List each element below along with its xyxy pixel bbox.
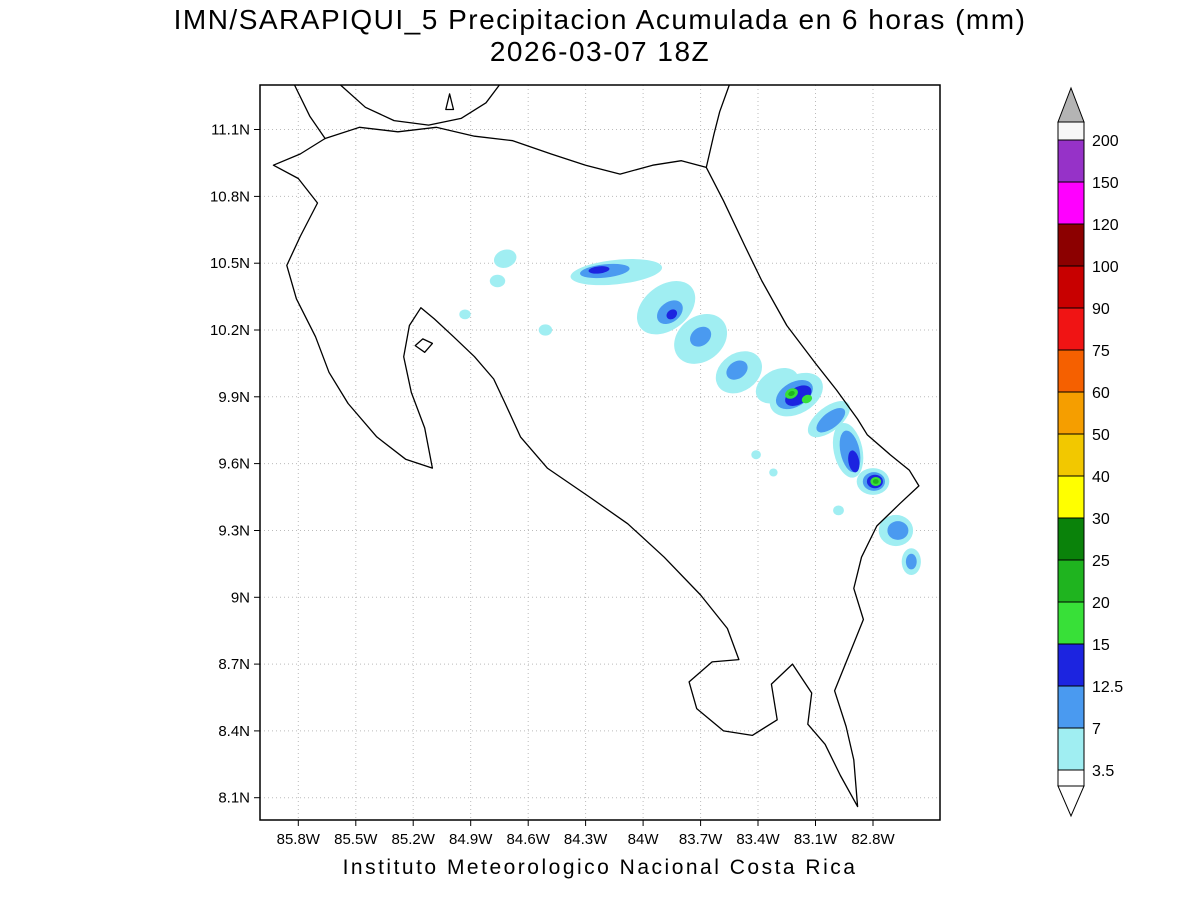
precip-blob-3.5 xyxy=(833,505,844,516)
colorbar-label: 100 xyxy=(1092,259,1119,276)
chart-title: IMN/SARAPIQUI_5 Precipitacion Acumulada … xyxy=(173,4,1027,35)
colorbar-bottom-arrow xyxy=(1057,785,1085,818)
lon-tick-label: 84.3W xyxy=(564,831,608,848)
colorbar-cell xyxy=(1057,727,1085,771)
lon-tick-label: 82.8W xyxy=(851,831,895,848)
lat-tick-label: 11.1N xyxy=(211,122,250,139)
colorbar-label: 90 xyxy=(1092,301,1110,318)
precip-blob-12.5 xyxy=(588,266,610,274)
colorbar-cell xyxy=(1057,643,1085,687)
coastline-path xyxy=(705,85,730,169)
colorbar-label: 120 xyxy=(1092,217,1119,234)
colorbar-label: 7 xyxy=(1092,721,1101,738)
colorbar-above-max-cell xyxy=(1057,121,1085,141)
colorbar-top-arrow xyxy=(1057,86,1085,123)
colorbar-label: 15 xyxy=(1092,637,1110,654)
lon-tick-label: 83.4W xyxy=(736,831,780,848)
lat-tick-label: 10.2N xyxy=(210,322,250,339)
colorbar-label: 200 xyxy=(1092,133,1119,150)
colorbar-cell xyxy=(1057,307,1085,351)
colorbar-cell xyxy=(1057,559,1085,603)
lon-tick-label: 83.1W xyxy=(794,831,838,848)
precip-blob-3.5 xyxy=(459,309,471,320)
coastline-path xyxy=(339,85,501,126)
precip-blob-3.5 xyxy=(751,450,761,460)
precip-blob-12.5 xyxy=(666,309,678,320)
precip-blob-12.5 xyxy=(848,450,860,473)
coastline-path xyxy=(414,338,434,353)
colorbar-label: 3.5 xyxy=(1092,763,1114,780)
lon-tick-label: 85.8W xyxy=(277,831,321,848)
lat-tick-label: 9.3N xyxy=(218,523,250,540)
colorbar-label: 12.5 xyxy=(1092,679,1123,696)
colorbar-cell xyxy=(1057,139,1085,183)
lat-tick-label: 9.9N xyxy=(218,389,250,406)
lat-tick-label: 10.5N xyxy=(210,255,250,272)
precip-blob-7 xyxy=(816,407,846,433)
precip-blob-3.5 xyxy=(493,249,517,268)
precip-blob-3.5 xyxy=(538,324,553,336)
precip-blob-7 xyxy=(690,326,712,347)
chart-subtitle: 2026-03-07 18Z xyxy=(489,36,711,67)
precip-blob-20 xyxy=(872,479,879,484)
colorbar-cell xyxy=(1057,181,1085,225)
colorbar-cell xyxy=(1057,349,1085,393)
colorbar-label: 50 xyxy=(1092,427,1110,444)
colorbar-cell xyxy=(1057,223,1085,267)
precip-blob-7 xyxy=(905,553,917,570)
lon-tick-label: 84W xyxy=(628,831,660,848)
coastlines xyxy=(272,85,920,808)
colorbar-cell xyxy=(1057,265,1085,309)
lon-tick-label: 85.2W xyxy=(392,831,436,848)
footer-text: Instituto Meteorologico Nacional Costa R… xyxy=(342,856,858,879)
colorbar-cell xyxy=(1057,475,1085,519)
lat-tick-label: 9N xyxy=(231,589,250,606)
precip-blob-7 xyxy=(887,521,909,540)
precip-blob-15 xyxy=(801,394,813,404)
lat-tick-label: 10.8N xyxy=(210,188,250,205)
colorbar-label: 75 xyxy=(1092,343,1110,360)
precip-blob-3.5 xyxy=(489,274,506,288)
coastline-path xyxy=(293,85,326,140)
lat-tick-label: 8.1N xyxy=(218,790,250,807)
precip-blob-3.5 xyxy=(769,468,778,477)
colorbar-label: 25 xyxy=(1092,553,1110,570)
lon-tick-label: 84.6W xyxy=(507,831,551,848)
lat-tick-label: 8.7N xyxy=(218,656,250,673)
lon-tick-label: 84.9W xyxy=(449,831,493,848)
lon-tick-label: 83.7W xyxy=(679,831,723,848)
lat-tick-label: 9.6N xyxy=(218,456,250,473)
map-border xyxy=(259,84,941,821)
precip-blob-20 xyxy=(788,390,795,397)
colorbar-label: 60 xyxy=(1092,385,1110,402)
coastline-path xyxy=(445,93,455,111)
colorbar-label: 30 xyxy=(1092,511,1110,528)
colorbar-cell xyxy=(1057,601,1085,645)
colorbar-cell xyxy=(1057,391,1085,435)
colorbar-label: 40 xyxy=(1092,469,1110,486)
precipitation-shading xyxy=(459,249,921,575)
colorbar-cell xyxy=(1057,517,1085,561)
colorbar-cell xyxy=(1057,433,1085,477)
colorbar-below-min-cell xyxy=(1057,769,1085,787)
colorbar-label: 150 xyxy=(1092,175,1119,192)
coastline-path xyxy=(272,137,920,808)
colorbar-label: 20 xyxy=(1092,595,1110,612)
coastline-path xyxy=(324,126,707,175)
lon-tick-label: 85.5W xyxy=(334,831,378,848)
lat-tick-label: 8.4N xyxy=(218,723,250,740)
precip-blob-7 xyxy=(726,360,748,380)
colorbar-cell xyxy=(1057,685,1085,729)
